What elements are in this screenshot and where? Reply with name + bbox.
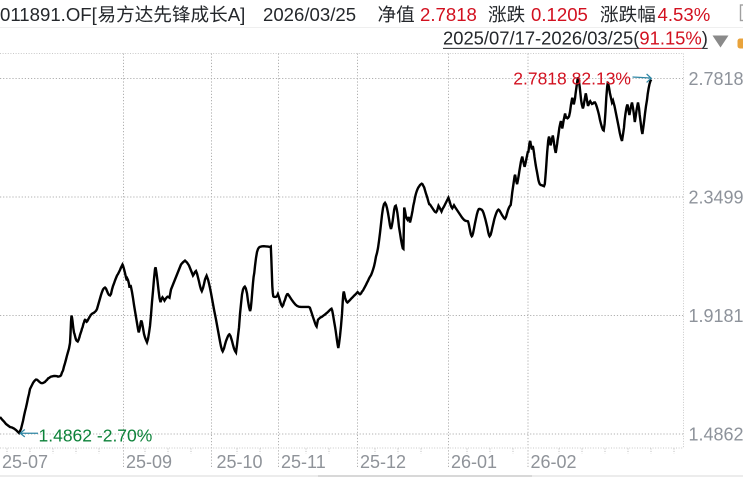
svg-text:4.53%: 4.53% — [658, 4, 711, 25]
svg-text:011891.OF[: 011891.OF[ — [0, 4, 98, 25]
svg-text:25-12: 25-12 — [360, 452, 406, 472]
svg-text:2.3499: 2.3499 — [689, 187, 743, 207]
svg-text:25-11: 25-11 — [281, 452, 326, 472]
svg-text:26-01: 26-01 — [451, 452, 497, 472]
svg-text:1.4862 -2.70%: 1.4862 -2.70% — [39, 425, 153, 445]
svg-text:2.7818: 2.7818 — [420, 4, 477, 25]
svg-text:2.7818 82.13%: 2.7818 82.13% — [513, 68, 631, 88]
svg-text:1.4862: 1.4862 — [689, 424, 743, 444]
svg-text:26-02: 26-02 — [531, 452, 577, 472]
svg-text:25-10: 25-10 — [217, 452, 263, 472]
svg-text:91.15%: 91.15% — [639, 28, 701, 49]
svg-text:25-09: 25-09 — [126, 452, 172, 472]
svg-text:1.9181: 1.9181 — [689, 306, 743, 326]
svg-text:2026/03/25: 2026/03/25 — [263, 4, 356, 25]
svg-text:): ) — [702, 28, 708, 49]
svg-text:25-07: 25-07 — [2, 452, 48, 472]
svg-text:A]: A] — [228, 4, 246, 25]
svg-text:2.7818: 2.7818 — [689, 69, 743, 89]
svg-text:0.1205: 0.1205 — [531, 4, 588, 25]
svg-text:2025/07/17-2026/03/25(: 2025/07/17-2026/03/25( — [443, 28, 640, 49]
